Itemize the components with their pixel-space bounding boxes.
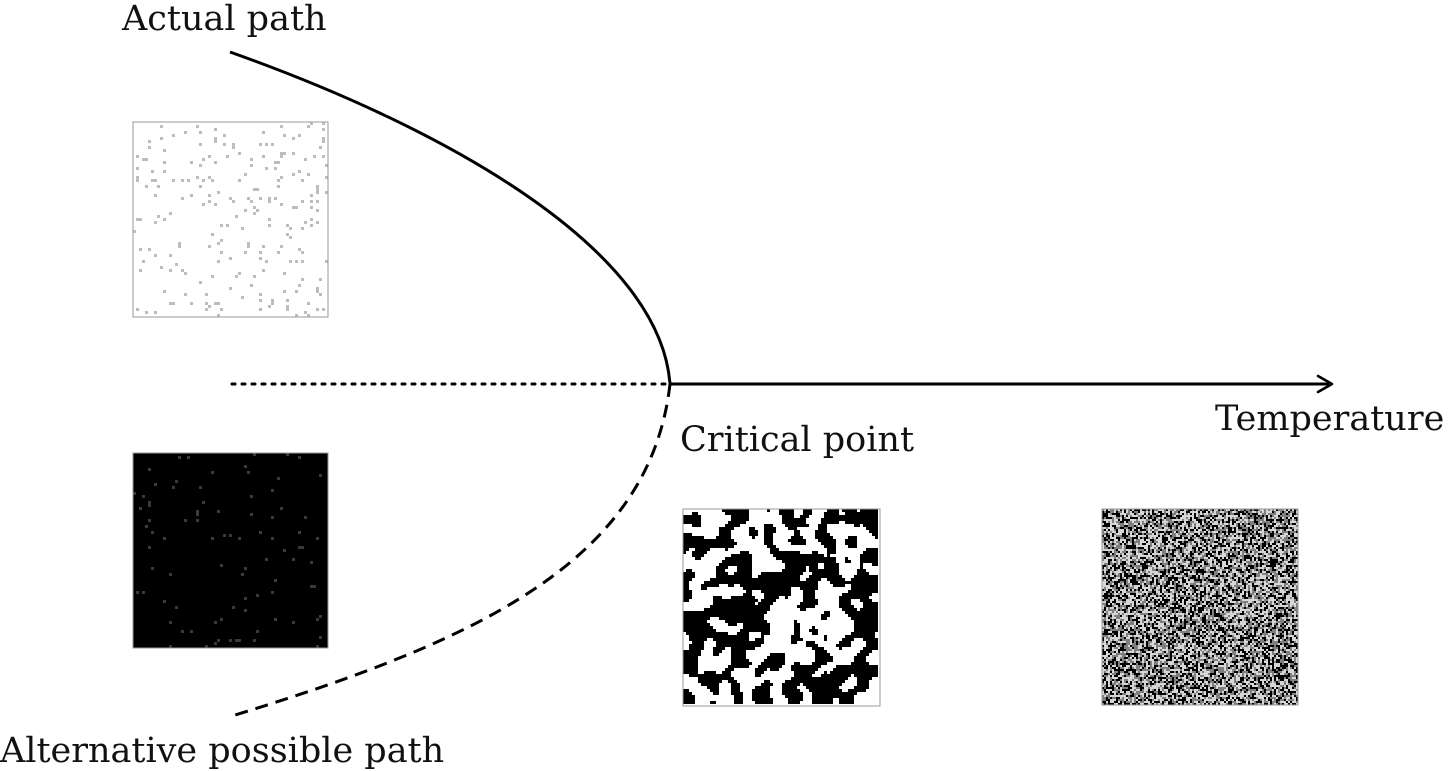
disordered-snapshot [1101,508,1299,706]
ordered-down-specks-pixels [133,453,322,648]
alternative-path-curve [234,383,672,717]
ordered-up-snapshot [132,121,329,318]
temperature-axis-label: Temperature [1215,399,1444,439]
disordered-noise [1102,509,1298,705]
critical-clusters [683,509,878,704]
critical-clusters-pixels [683,509,878,704]
critical-point-label: Critical point [680,420,914,460]
ordered-down-specks [133,453,322,648]
alternative-path-label: Alternative possible path [0,731,444,771]
ordered-down-snapshot [132,452,329,649]
disordered-noise-light-pixels [1102,509,1298,705]
critical-snapshot [682,508,881,707]
actual-path-label: Actual path [121,0,327,39]
actual-path-curve [229,50,672,385]
